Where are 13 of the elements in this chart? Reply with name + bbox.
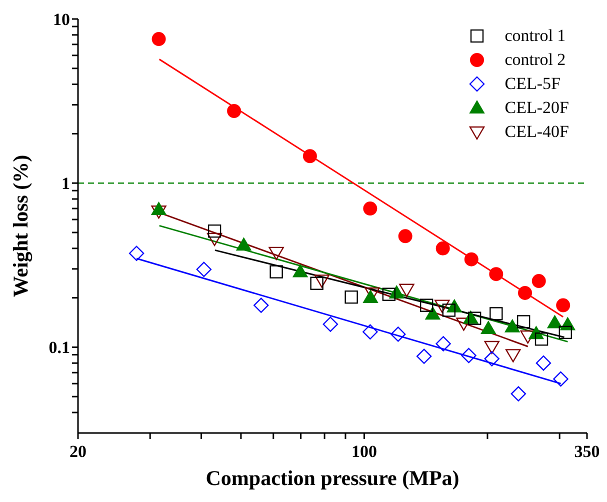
- y-tick-label: 1: [62, 174, 70, 194]
- x-axis-title: Compaction pressure (MPa): [206, 466, 460, 490]
- x-tick-label: 100: [351, 442, 377, 462]
- legend-label: control 1: [504, 25, 566, 47]
- x-tick-label: 350: [574, 442, 600, 462]
- legend-label: control 2: [504, 49, 566, 71]
- y-tick-label: 10: [53, 10, 70, 30]
- legend-label: CEL-5F: [504, 73, 560, 95]
- legend-label: CEL-40F: [504, 121, 569, 143]
- y-tick-label: 0.1: [48, 338, 70, 358]
- legend-label: CEL-20F: [504, 97, 569, 119]
- x-tick-label: 20: [70, 442, 86, 462]
- y-axis-title: Weight loss (%): [8, 154, 32, 298]
